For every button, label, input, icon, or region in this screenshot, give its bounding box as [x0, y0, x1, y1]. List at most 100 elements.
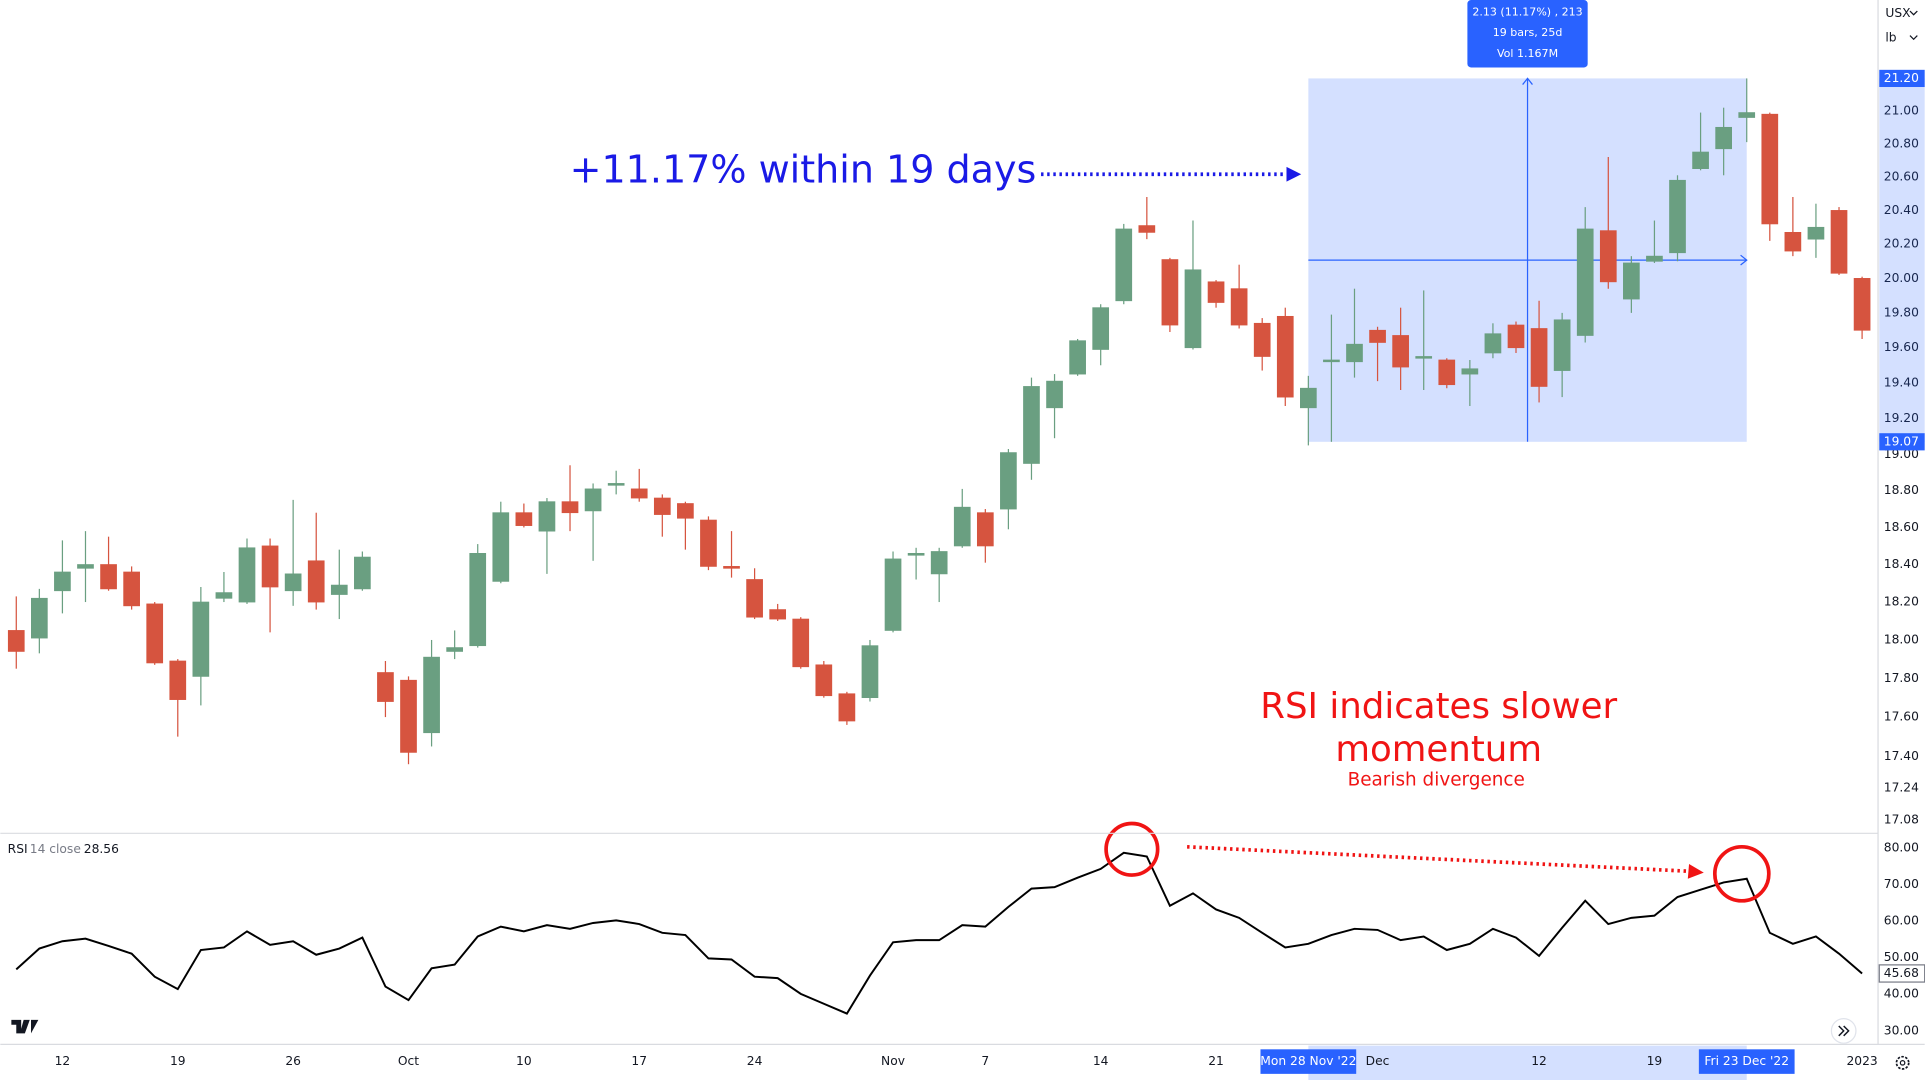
candle-body	[192, 601, 210, 677]
candle-body	[700, 519, 717, 567]
candle-body	[630, 488, 648, 499]
y-tick-label: 60.00	[1884, 914, 1919, 928]
candle-body	[1023, 386, 1040, 464]
candle-body	[677, 503, 694, 519]
candle-body	[1576, 228, 1594, 336]
candle-body	[1161, 259, 1179, 326]
candle-body	[1253, 322, 1271, 357]
candle-body	[7, 630, 25, 652]
candle-body	[1484, 333, 1502, 354]
candle-body	[1692, 151, 1709, 169]
value-tag-label: 45.68	[1884, 966, 1919, 980]
candle-body	[169, 660, 187, 700]
y-tick-label: 18.40	[1884, 557, 1919, 571]
candle-body	[1738, 112, 1756, 118]
candle-body	[723, 566, 740, 569]
time-axis	[0, 1044, 1879, 1080]
measure-text: 2.13 (11.17%) , 213	[1472, 5, 1582, 18]
x-tick-label: 17	[631, 1054, 647, 1068]
dropdown-icon[interactable]	[1909, 10, 1918, 16]
y-tick-label: 70.00	[1884, 877, 1919, 891]
candle-body	[561, 501, 579, 514]
candle-body	[1646, 255, 1663, 262]
y-tick-label: 19.80	[1884, 305, 1919, 319]
candle-body	[446, 647, 464, 652]
candle-body	[469, 552, 487, 647]
price-tag	[1879, 69, 1925, 88]
dropdown-icon[interactable]	[1909, 35, 1918, 41]
candle-body	[1323, 359, 1340, 363]
x-tick-label: 12	[55, 1054, 71, 1068]
candle-body	[54, 571, 71, 592]
candle-body	[584, 488, 602, 512]
candle-body	[307, 560, 325, 603]
x-tick-label: 7	[981, 1054, 989, 1068]
y-tick-label: 80.00	[1884, 841, 1919, 855]
x-tick-label: 21	[1208, 1054, 1224, 1068]
candle-body	[1069, 340, 1086, 375]
x-tick-label: Oct	[398, 1054, 419, 1068]
candle-body	[1300, 387, 1317, 409]
candle-body	[1599, 230, 1617, 283]
x-tick-label: 26	[285, 1054, 301, 1068]
candle-body	[746, 579, 763, 618]
candle-body	[1184, 269, 1202, 349]
y-tick-label: 18.60	[1884, 520, 1919, 534]
legend-name: RSI	[8, 842, 28, 856]
candle-body	[1115, 228, 1133, 302]
candle-body	[1346, 343, 1363, 363]
currency[interactable]: USX	[1885, 6, 1911, 20]
candle-body	[1853, 278, 1871, 331]
y-tick-label: 19.20	[1884, 411, 1919, 425]
annotation: RSI indicates slower	[1260, 686, 1617, 727]
candle-body	[1530, 328, 1548, 387]
logo[interactable]	[11, 1019, 39, 1034]
y-tick-label: 17.80	[1884, 671, 1919, 685]
settings-icon	[1899, 1059, 1906, 1066]
overlay: 2.13 (11.17%) , 213 19 bars, 25d Vol 1.167…	[8, 0, 1771, 903]
candle-body	[1623, 262, 1640, 300]
x-tick-label: Fri 23 Dec '22	[1704, 1054, 1789, 1068]
candle-body	[146, 603, 164, 664]
candle-body	[1830, 210, 1848, 274]
candle-body	[1092, 307, 1110, 350]
y-tick-label: 19.40	[1884, 375, 1919, 389]
y-tick-label: 20.40	[1884, 203, 1919, 217]
y-tick-label: 18.80	[1884, 483, 1919, 497]
candle-body	[1000, 452, 1017, 510]
candle-body	[377, 672, 394, 702]
candle-body	[1138, 225, 1156, 233]
measure-arrow	[1740, 254, 1748, 266]
candle-body	[492, 512, 510, 582]
candle-body	[1438, 359, 1456, 386]
candle-body	[792, 618, 810, 668]
axes: 17.08 17.24 17.40 17.60 17.80 18.00 18.20 18.40…	[55, 69, 1925, 1080]
x-tick-label: 12	[1531, 1054, 1547, 1068]
candle-body	[1046, 380, 1063, 409]
candle-body	[1207, 281, 1225, 303]
candle-body	[238, 547, 256, 603]
candle-body	[1669, 179, 1686, 254]
annotation-subtext: Bearish divergence	[1348, 770, 1525, 791]
measure-text: 19 bars, 25d	[1493, 26, 1563, 39]
unit[interactable]: lb	[1885, 31, 1896, 45]
candle-body	[423, 656, 440, 734]
price-axis	[1878, 0, 1925, 1080]
settings-button[interactable]	[1895, 1055, 1910, 1070]
candle-body	[815, 664, 833, 697]
candle-body	[1276, 315, 1294, 398]
candle-body	[930, 551, 948, 575]
candle-body	[1415, 356, 1433, 359]
arrow-head	[1687, 864, 1704, 879]
price-tag-label: 21.20	[1884, 71, 1919, 85]
scroll-icon	[1838, 1025, 1850, 1037]
candle-body	[1784, 231, 1802, 252]
y-tick-label: 20.80	[1884, 136, 1919, 150]
candle-body	[1369, 329, 1386, 343]
x-tick-label: 14	[1093, 1054, 1109, 1068]
y-tick-label: 18.20	[1884, 595, 1919, 609]
y-tick-label: 19.60	[1884, 340, 1919, 354]
candle-body	[77, 564, 94, 569]
x-tick-label: 24	[747, 1054, 763, 1068]
candle-body	[1461, 368, 1479, 375]
